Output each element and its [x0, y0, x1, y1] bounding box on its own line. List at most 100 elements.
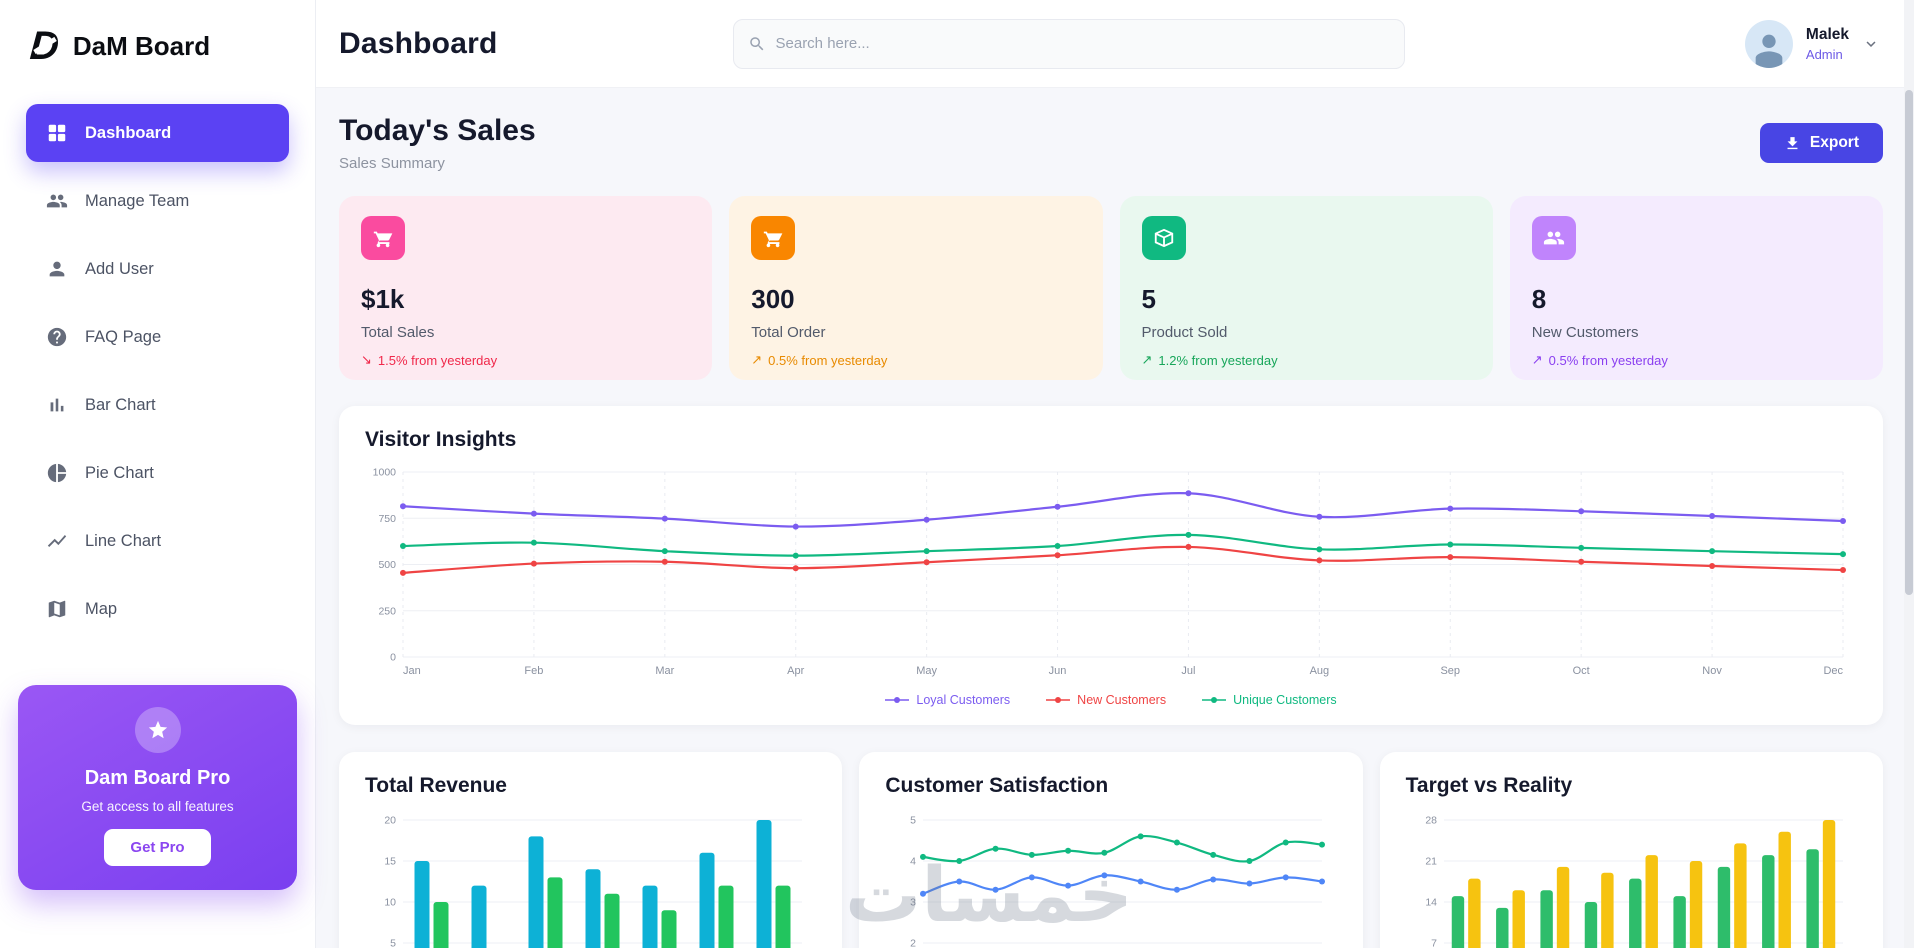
svg-text:20: 20	[384, 815, 396, 827]
sales-header-text: Today's Sales Sales Summary	[339, 114, 536, 172]
target-vs-reality-card: Target vs Reality 28 21 14 7	[1379, 752, 1883, 948]
legend-item: Loyal Customers	[885, 693, 1010, 707]
search-input[interactable]	[775, 35, 1390, 52]
stat-trend: ↗ 1.2% from yesterday	[1142, 352, 1471, 368]
sales-title: Today's Sales	[339, 114, 536, 147]
trend-down-icon: ↘	[361, 352, 372, 367]
stat-label: Total Sales	[361, 324, 435, 341]
svg-text:250: 250	[378, 605, 396, 617]
help-icon	[47, 327, 67, 347]
user-role: Admin	[1805, 46, 1843, 62]
svg-text:21: 21	[1425, 856, 1437, 868]
user-name: Malek	[1805, 25, 1849, 43]
grid-icon	[48, 124, 66, 142]
download-icon	[1787, 136, 1798, 149]
sidebar: D DaM Board Dashboard Manage Team Add Us…	[0, 0, 316, 948]
stat-trend: ↗ 0.5% from yesterday	[751, 352, 1080, 368]
chart-title: Target vs Reality	[1405, 774, 1573, 797]
sidebar-item-add-user[interactable]: Add User	[26, 240, 289, 298]
svg-text:2: 2	[910, 938, 916, 948]
svg-text:10: 10	[384, 897, 396, 909]
search-bar[interactable]	[732, 18, 1405, 69]
map-icon	[48, 600, 66, 618]
svg-text:5: 5	[390, 938, 396, 948]
trend-text: 1.2% from yesterday	[1158, 352, 1278, 368]
svg-text:Feb: Feb	[524, 665, 543, 677]
svg-text:7: 7	[1431, 938, 1437, 948]
sidebar-item-faq[interactable]: FAQ Page	[26, 308, 289, 366]
svg-text:15: 15	[384, 856, 396, 868]
cart-icon	[361, 216, 405, 260]
chevron-down-icon[interactable]	[1862, 35, 1880, 53]
sidebar-item-bar-chart[interactable]: Bar Chart	[26, 376, 289, 434]
stat-label: Product Sold	[1141, 324, 1228, 341]
sidebar-item-label: FAQ Page	[85, 327, 162, 346]
svg-text:Sep: Sep	[1440, 665, 1460, 677]
cart-icon	[751, 216, 796, 260]
user-profile[interactable]: Malek Admin	[1744, 19, 1880, 68]
svg-text:Dec: Dec	[1823, 665, 1843, 677]
chart-title: Visitor Insights	[365, 428, 517, 451]
app-logo: D DaM Board	[0, 0, 315, 86]
svg-text:Apr: Apr	[787, 665, 804, 677]
visitor-insights-card: Visitor Insights 0 250 500 750 1000 Jan Feb Mar…	[339, 406, 1883, 725]
sidebar-item-label: Line Chart	[85, 531, 162, 550]
stat-label: Total Order	[751, 324, 826, 341]
scrollbar-thumb[interactable]	[1905, 90, 1913, 595]
bar-chart-icon	[50, 398, 64, 412]
sidebar-item-map[interactable]: Map	[26, 580, 289, 638]
sidebar-item-pie-chart[interactable]: Pie Chart	[26, 444, 289, 502]
export-button[interactable]: Export	[1759, 123, 1883, 163]
stat-value: $1k	[361, 284, 405, 314]
svg-text:Nov: Nov	[1702, 665, 1722, 677]
user-meta: Malek Admin	[1806, 26, 1849, 62]
bottom-charts-row: Total Revenue 20 15 10 5 Customer Satisfact…	[339, 752, 1883, 948]
stat-value: 5	[1141, 284, 1156, 314]
stat-trend: ↘ 1.5% from yesterday	[361, 352, 690, 368]
stat-label: New Customers	[1531, 324, 1639, 341]
chart-legend: Loyal Customers New Customers Unique Custo…	[365, 693, 1857, 707]
svg-text:750: 750	[378, 513, 396, 525]
stat-card-total-sales: $1k Total Sales ↘ 1.5% from yesterday	[339, 196, 713, 380]
box-icon	[1141, 216, 1186, 260]
pie-chart-icon	[47, 463, 67, 483]
main-area: Dashboard Malek Admin Today's Sales Sale…	[316, 0, 1914, 948]
sidebar-item-dashboard[interactable]: Dashboard	[26, 104, 289, 162]
sidebar-item-manage-team[interactable]: Manage Team	[26, 172, 289, 230]
sales-subtitle: Sales Summary	[339, 155, 445, 172]
svg-text:Jul: Jul	[1181, 665, 1195, 677]
customer-satisfaction-chart: 5 4 3 2	[885, 814, 1336, 948]
pro-card-title: Dam Board Pro	[84, 767, 231, 789]
stat-card-product-sold: 5 Product Sold ↗ 1.2% from yesterday	[1119, 196, 1493, 380]
svg-text:Aug: Aug	[1310, 665, 1330, 677]
svg-text:Jun: Jun	[1049, 665, 1067, 677]
top-header: Dashboard Malek Admin	[316, 0, 1914, 88]
trend-up-icon: ↗	[751, 352, 763, 367]
svg-text:14: 14	[1425, 897, 1437, 909]
trend-text: 1.5% from yesterday	[377, 352, 498, 368]
svg-text:500: 500	[378, 559, 396, 571]
svg-text:5: 5	[910, 815, 916, 827]
trend-up-icon: ↗	[1531, 352, 1543, 367]
sidebar-item-label: Dashboard	[85, 123, 172, 142]
avatar	[1744, 19, 1793, 68]
sales-header: Today's Sales Sales Summary Export	[339, 114, 1883, 172]
legend-item: New Customers	[1046, 693, 1166, 707]
chart-title: Total Revenue	[365, 774, 507, 797]
svg-text:3: 3	[910, 897, 916, 909]
trend-up-icon: ↗	[1141, 352, 1153, 367]
svg-text:0: 0	[390, 652, 396, 664]
people-icon	[1531, 216, 1576, 260]
trend-text: 0.5% from yesterday	[768, 352, 888, 368]
people-icon	[46, 194, 68, 208]
get-pro-button[interactable]: Get Pro	[104, 829, 211, 866]
line-chart-icon	[47, 535, 67, 547]
sidebar-item-label: Pie Chart	[85, 463, 154, 482]
sidebar-item-line-chart[interactable]: Line Chart	[26, 512, 289, 570]
svg-text:Oct: Oct	[1573, 665, 1590, 677]
logo-text: DaM Board	[72, 30, 211, 61]
sidebar-item-label: Manage Team	[85, 191, 190, 210]
svg-text:May: May	[916, 665, 937, 677]
stat-card-total-order: 300 Total Order ↗ 0.5% from yesterday	[729, 196, 1103, 380]
visitor-insights-chart: 0 250 500 750 1000 Jan Feb Mar Apr May Jun Jul Aug Se…	[365, 466, 1857, 681]
